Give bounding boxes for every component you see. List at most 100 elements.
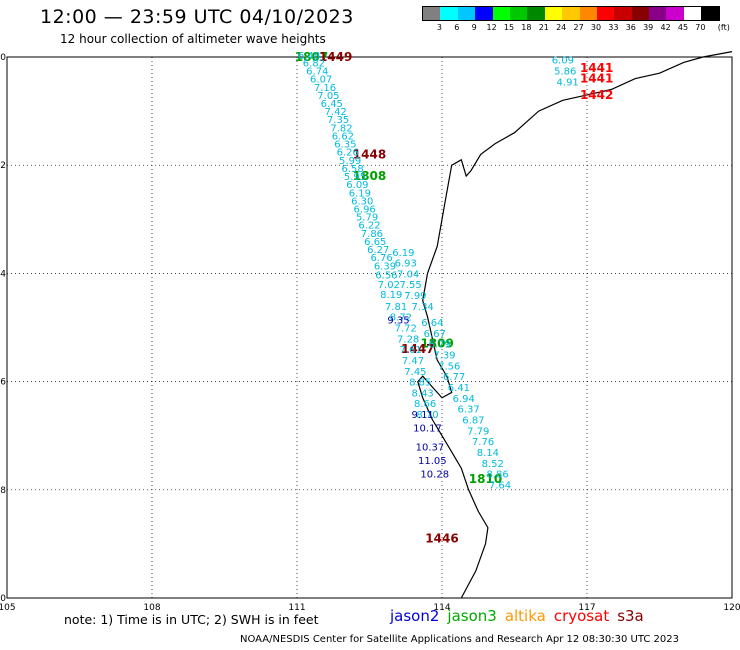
legend-unit: (ft) bbox=[717, 23, 730, 32]
wave-height-label: 6.56 bbox=[375, 270, 397, 281]
legend-swatch bbox=[544, 7, 563, 20]
wave-height-label: 7.86 bbox=[361, 229, 383, 240]
legend-swatch bbox=[701, 7, 719, 20]
wave-height-label: 7.81 bbox=[385, 302, 407, 313]
wave-height-label: 6.87 bbox=[462, 415, 484, 426]
footer-note: note: 1) Time is in UTC; 2) SWH is in fe… bbox=[64, 612, 319, 627]
legend-swatch bbox=[579, 7, 597, 20]
wave-height-label: 6.62 bbox=[332, 131, 354, 142]
wave-height-label: 5.95 bbox=[344, 172, 366, 183]
wave-height-label: 9.35 bbox=[387, 315, 409, 326]
y-tick-label: -22 bbox=[0, 161, 6, 171]
legend-label: 18 bbox=[521, 23, 532, 32]
wave-height-label: 8.70 bbox=[416, 410, 438, 421]
axis-ticks: 105 108 111 114 117 120 -20 -22 -24 -26 -28 -30 bbox=[0, 53, 740, 613]
wave-height-label: 10.28 bbox=[420, 470, 449, 481]
x-tick-label: 120 bbox=[723, 603, 740, 613]
legend-swatch bbox=[666, 7, 684, 20]
wave-height-label: 7.05 bbox=[317, 91, 339, 102]
wave-height-label: 6.07 bbox=[310, 75, 332, 86]
wave-height-label: 8.43 bbox=[412, 388, 434, 399]
y-tick-label: -26 bbox=[0, 378, 6, 388]
legend-swatch bbox=[596, 7, 615, 20]
legend-label: 3 bbox=[436, 23, 442, 32]
pass-time-label: 1810 bbox=[469, 472, 502, 486]
pass-time-label: 1447 bbox=[401, 342, 434, 356]
wave-height-label: 6.67 bbox=[424, 329, 446, 340]
coastline-path bbox=[417, 51, 733, 599]
wave-height-label: 4.91 bbox=[557, 77, 579, 88]
y-tick-label: -20 bbox=[0, 53, 6, 63]
legend-label: 30 bbox=[590, 23, 602, 32]
legend-swatch bbox=[475, 7, 493, 20]
wave-height-label: 6.64 bbox=[421, 318, 443, 329]
wave-height-label: 5.79 bbox=[356, 213, 378, 224]
wave-height-label: 7.16 bbox=[314, 83, 336, 94]
wave-height-label: 6.09 bbox=[346, 180, 368, 191]
wave-height-label: 6.76 bbox=[370, 253, 392, 264]
legend-label: 33 bbox=[608, 23, 619, 32]
wave-height-label: 8.14 bbox=[477, 448, 499, 459]
pass-time-label: 1441 bbox=[580, 61, 613, 75]
pass-time-label: 1441 bbox=[580, 72, 613, 86]
pass-time-label: 1446 bbox=[425, 531, 458, 545]
wave-height-label: 6.48 bbox=[298, 51, 320, 62]
wave-height-label: 6.41 bbox=[448, 383, 470, 394]
wave-height-label: 6.94 bbox=[453, 394, 475, 405]
legend-swatch bbox=[423, 7, 441, 20]
legend-label: 70 bbox=[695, 23, 706, 32]
wave-height-label: 6.26 bbox=[337, 148, 359, 159]
legend-swatch bbox=[527, 7, 545, 20]
wave-height-label: 10.37 bbox=[416, 443, 445, 454]
map-border bbox=[6, 56, 733, 599]
wave-height-label: 7.82 bbox=[330, 123, 352, 134]
footer-credit: NOAA/NESDIS Center for Satellite Applica… bbox=[240, 634, 679, 645]
x-tick-label: 114 bbox=[433, 603, 450, 613]
wave-height-label: 8.66 bbox=[414, 399, 436, 410]
legend-label: 42 bbox=[660, 23, 671, 32]
wave-height-label: 9.11 bbox=[412, 410, 434, 421]
wave-height-label: 8.52 bbox=[482, 459, 504, 470]
y-tick-label: -30 bbox=[0, 594, 6, 604]
legend-swatch bbox=[683, 7, 702, 20]
wave-height-label: 7.47 bbox=[402, 356, 424, 367]
wave-height-label: 7.35 bbox=[327, 115, 349, 126]
legend-swatch bbox=[614, 7, 632, 20]
x-tick-label: 111 bbox=[288, 603, 305, 613]
wave-height-label: 8.19 bbox=[380, 290, 402, 301]
wave-height-label: 6.19 bbox=[392, 248, 414, 259]
wave-height-label: 6.39 bbox=[374, 261, 396, 272]
wave-height-label: 6.37 bbox=[457, 405, 479, 416]
legend-swatch bbox=[457, 7, 476, 20]
pass-time-label: 1442 bbox=[580, 88, 613, 102]
legend-swatch bbox=[492, 7, 510, 20]
y-tick-label: -28 bbox=[0, 486, 6, 496]
wave-height-label: 6.19 bbox=[349, 188, 371, 199]
satellite-legend: jason2 jason3 altika cryosat s3a bbox=[390, 607, 644, 625]
wave-height-label: 7.56 bbox=[438, 361, 460, 372]
x-tick-label: 105 bbox=[0, 603, 16, 613]
wave-height-label: 8.85 bbox=[409, 378, 431, 389]
wave-height-label: 5.99 bbox=[339, 156, 361, 167]
legend-label: 21 bbox=[538, 23, 549, 32]
pass-time-label: 1448 bbox=[353, 147, 386, 161]
coastline bbox=[417, 51, 733, 599]
wave-height-label: 8.86 bbox=[486, 470, 508, 481]
color-legend: 3 6 9 12 15 18 21 24 27 30 33 36 39 42 45 70 (ft) bbox=[422, 6, 730, 33]
wave-height-label: 6.82 bbox=[303, 58, 325, 69]
legend-label: 45 bbox=[677, 23, 689, 32]
wave-height-label: 7.72 bbox=[395, 324, 417, 335]
legend-color-bar bbox=[422, 6, 720, 21]
legend-swatch bbox=[440, 7, 458, 20]
wave-height-label: 6.22 bbox=[358, 221, 380, 232]
map-grid bbox=[6, 56, 733, 599]
satellite-s3a: s3a bbox=[617, 607, 644, 625]
wave-height-label: 7.79 bbox=[467, 426, 489, 437]
satellite-cryosat: cryosat bbox=[553, 607, 610, 625]
satellite-jason3: jason3 bbox=[447, 607, 497, 625]
wave-height-label: 5.86 bbox=[554, 67, 576, 78]
pass-time-label: 1807 bbox=[295, 50, 328, 64]
satellite-jason2: jason2 bbox=[390, 607, 440, 625]
wave-height-label: 7.42 bbox=[325, 107, 347, 118]
